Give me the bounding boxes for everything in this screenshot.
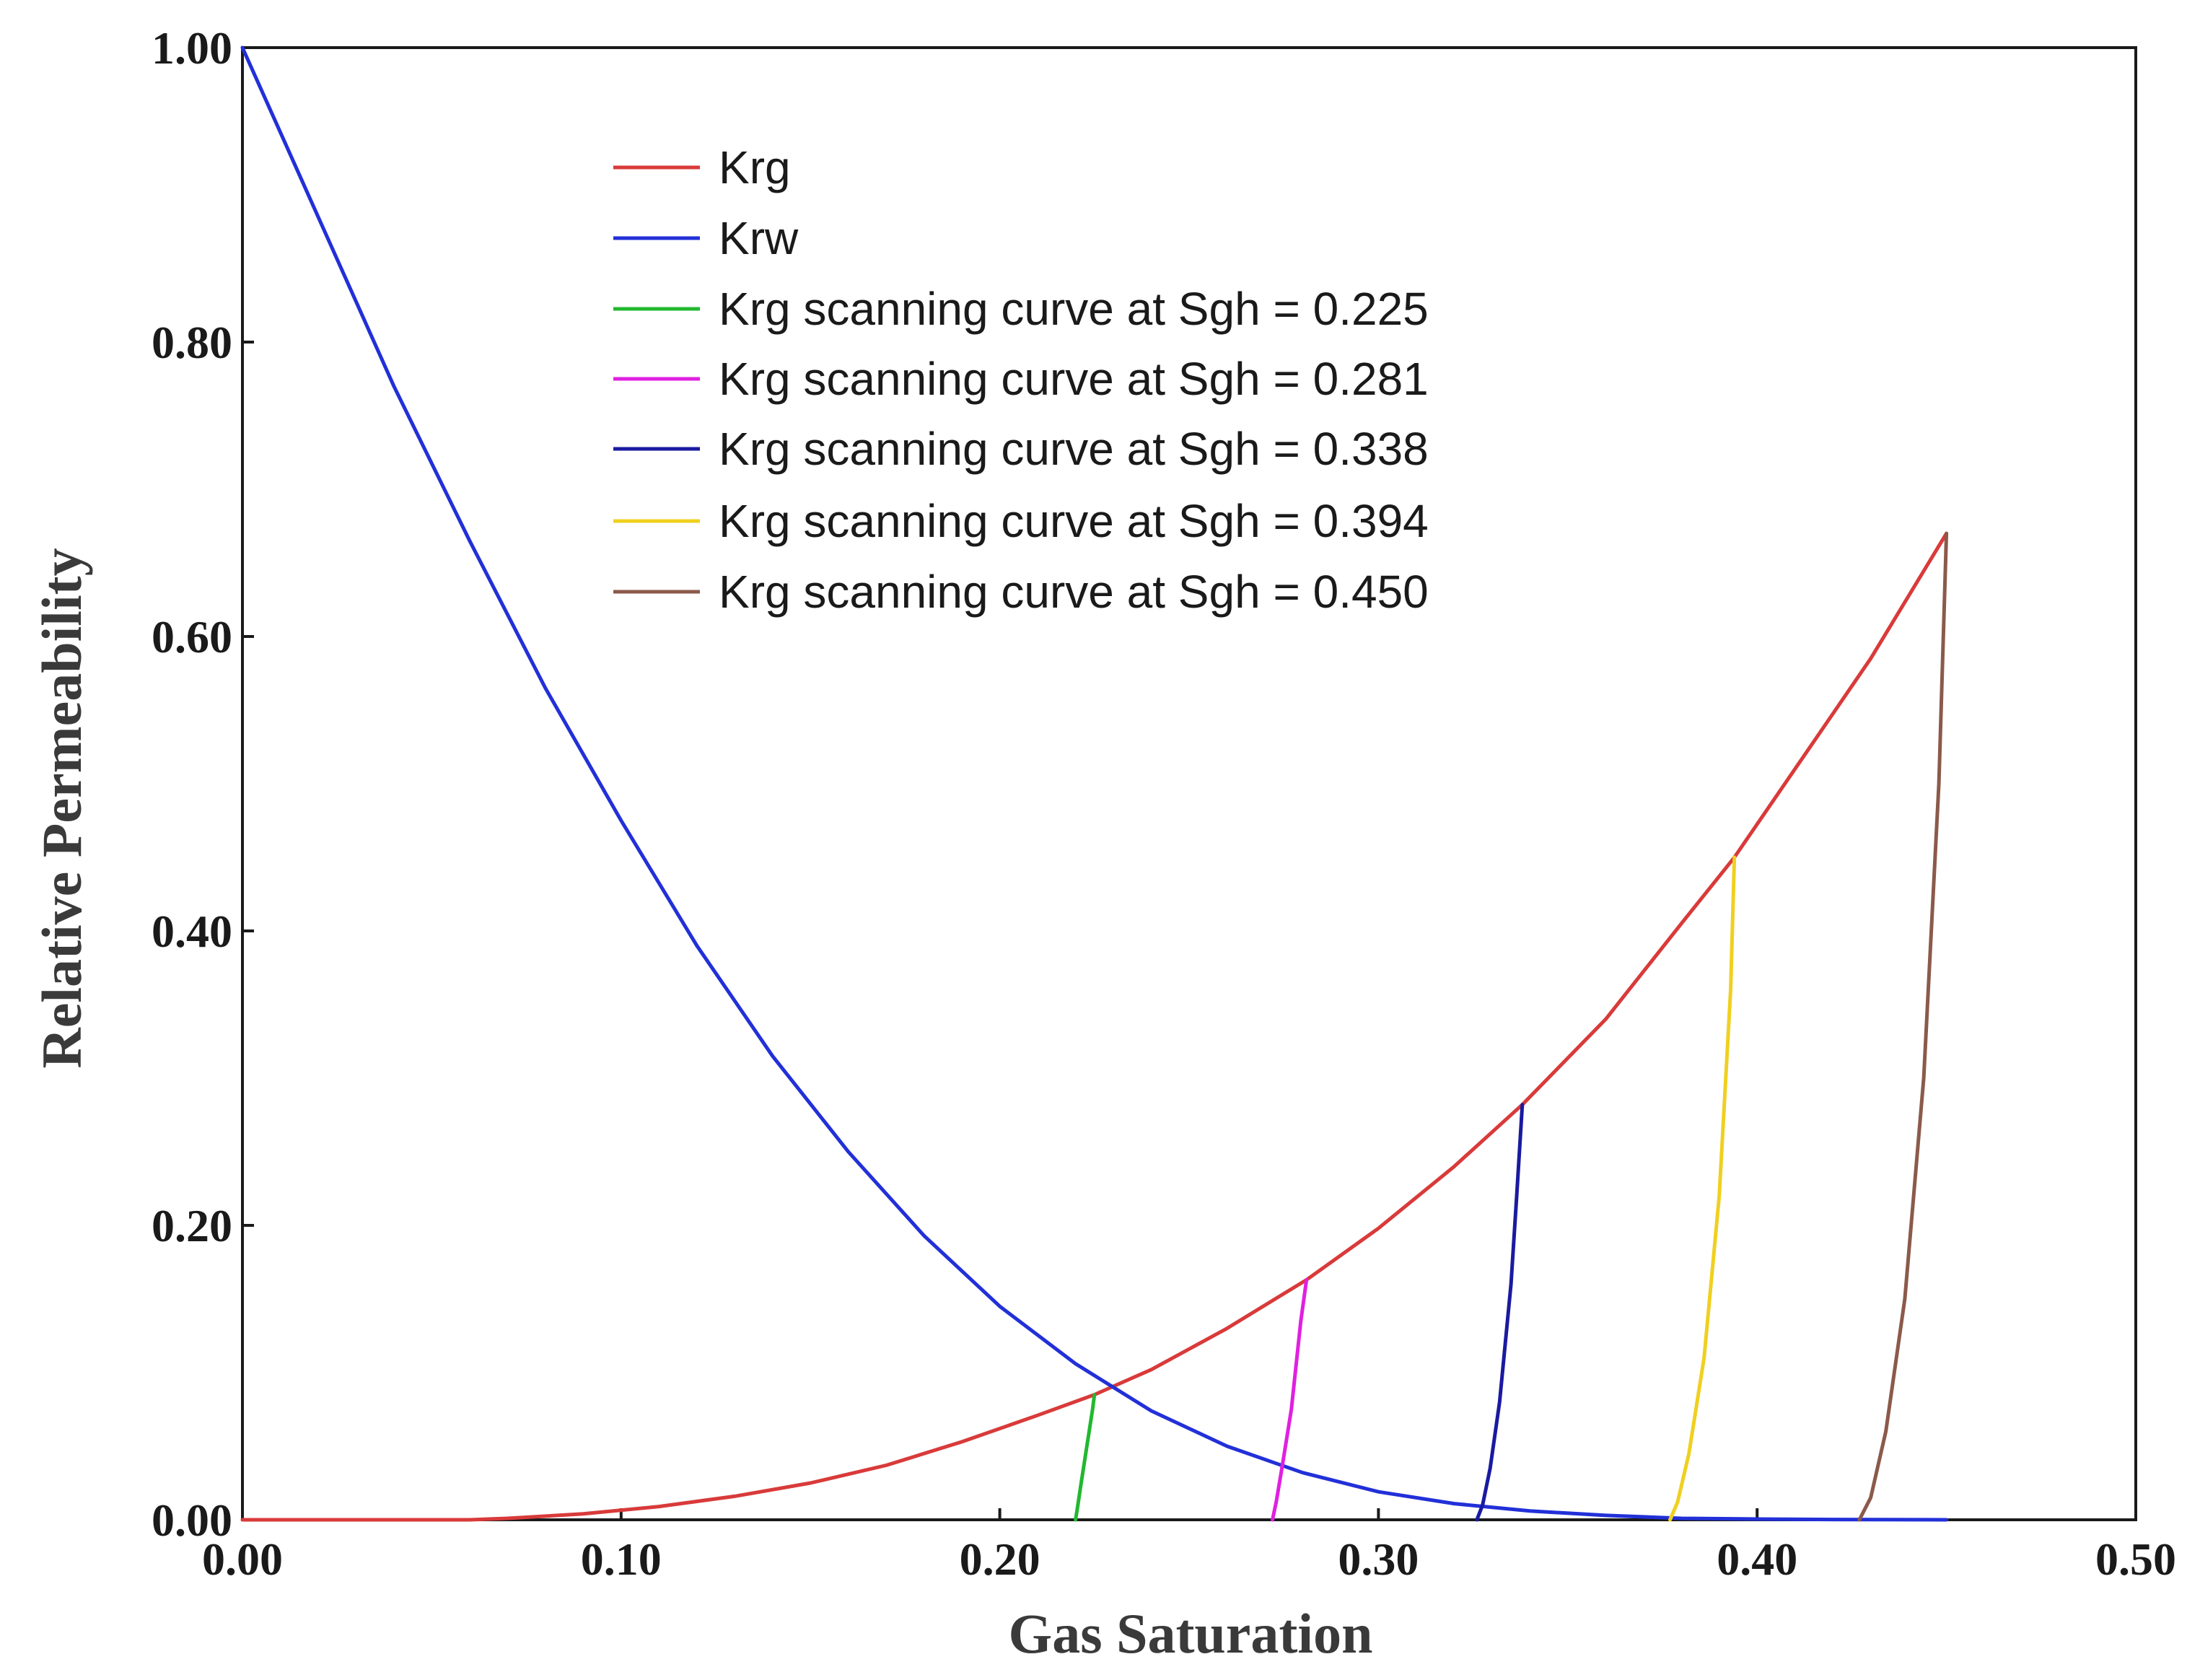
legend-label: Krg [719, 141, 791, 193]
x-axis-title: Gas Saturation [1009, 1602, 1373, 1665]
series-line-krg-scanning-curve-at-sgh-0-450 [1857, 531, 1949, 1522]
x-tick-label: 0.00 [202, 1534, 283, 1585]
y-tick-label: 0.00 [152, 1495, 232, 1546]
x-tick-label: 0.50 [2095, 1534, 2176, 1585]
legend-label: Krg scanning curve at Sgh = 0.338 [719, 423, 1429, 475]
x-tick-label: 0.10 [581, 1534, 662, 1585]
y-tick-label: 1.00 [152, 22, 232, 74]
series-layer [240, 45, 1949, 1522]
legend-label: Krg scanning curve at Sgh = 0.450 [719, 566, 1429, 618]
series-line-krg-scanning-curve-at-sgh-0-394 [1668, 855, 1737, 1522]
legend-label: Krw [719, 212, 799, 264]
y-tick-label: 0.40 [152, 906, 232, 957]
axes-layer: 0.00 0.10 0.20 0.30 0.40 0.50 0.00 0.20 0.40 0.60… [152, 22, 2176, 1585]
plot-frame [241, 46, 2137, 1521]
legend: Krg Krw Krg scanning curve at Sgh = 0.225 K… [613, 141, 1429, 618]
y-axis-title: Relative Permeability [30, 548, 93, 1068]
y-tick-label: 0.60 [152, 611, 232, 662]
y-tick-label: 0.20 [152, 1200, 232, 1251]
series-line-krg-scanning-curve-at-sgh-0-338 [1475, 1103, 1525, 1522]
x-tick-label: 0.40 [1717, 1534, 1797, 1585]
series-line-krw [240, 45, 1949, 1522]
series-line-krg-scanning-curve-at-sgh-0-225 [1074, 1393, 1097, 1522]
legend-label: Krg scanning curve at Sgh = 0.281 [719, 353, 1429, 405]
legend-label: Krg scanning curve at Sgh = 0.394 [719, 495, 1429, 547]
legend-label: Krg scanning curve at Sgh = 0.225 [719, 283, 1429, 335]
x-tick-label: 0.30 [1338, 1534, 1419, 1585]
series-line-krg [240, 531, 1949, 1522]
x-tick-label: 0.20 [960, 1534, 1040, 1585]
series-line-krg-scanning-curve-at-sgh-0-281 [1271, 1278, 1309, 1522]
y-tick-label: 0.80 [152, 317, 232, 368]
